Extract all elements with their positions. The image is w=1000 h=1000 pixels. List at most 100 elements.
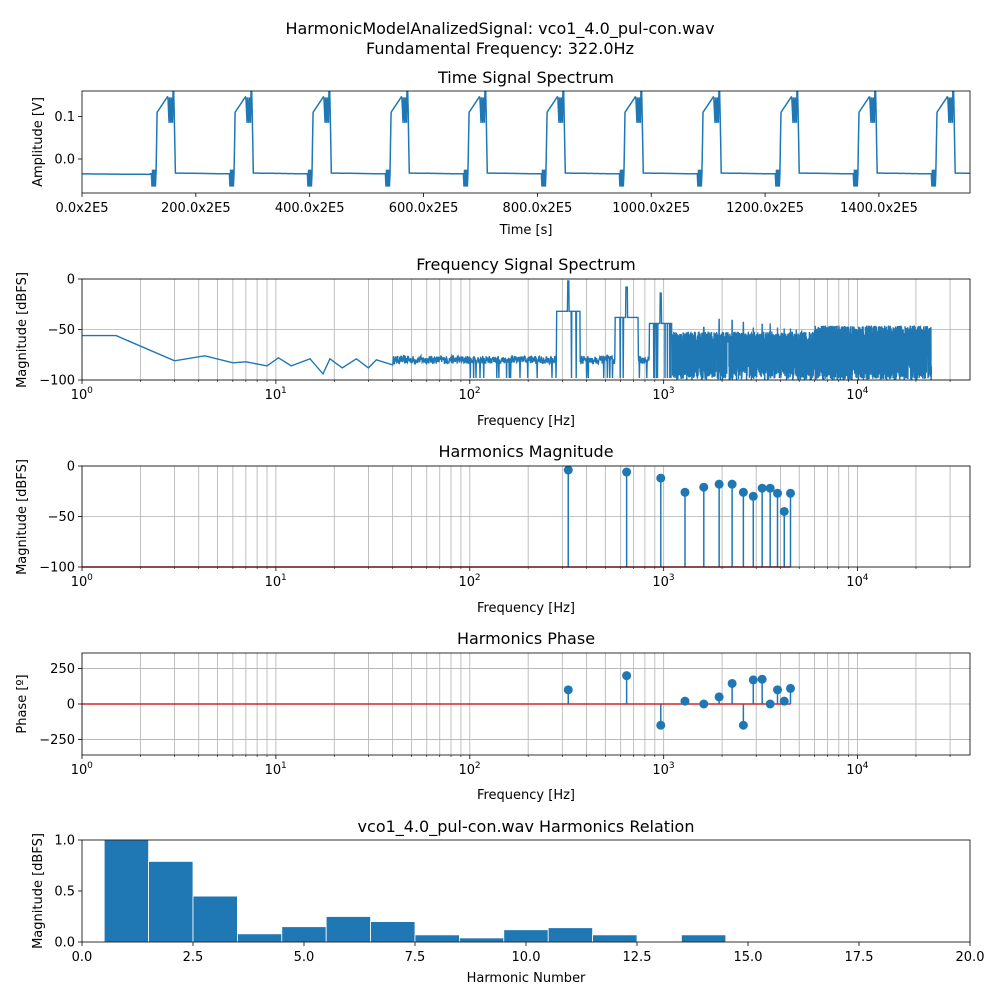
x-tick-label-exponent: 3 [669,761,675,771]
x-tick-label: 10 [265,763,282,778]
harmonics-magnitude-chart: Harmonics Magnitude Frequency [Hz] Magni… [15,442,614,616]
y-tick-label: 1.0 [54,834,75,849]
x-tick-label-exponent: 1 [281,386,287,396]
harmonic-bar [148,861,194,943]
harmonic-bar [414,934,460,943]
x-tick-label: 0.0x2E5 [55,201,108,216]
axes-frame [81,652,971,756]
x-tick-label: 15.0 [734,950,763,965]
x-tick-label: 200.0x2E5 [161,201,231,216]
x-tick-label-exponent: 1 [281,573,287,583]
harmonic-bar [370,921,416,943]
harmonic-bar [325,916,372,943]
harmonic-bar [103,839,149,943]
harm_mag-marker [699,482,709,492]
harm_mag-marker [656,473,666,483]
x-tick-label: 17.5 [845,950,874,965]
harm_phase-marker [563,685,573,695]
harmonic-bar [681,934,727,943]
y-tick-label: −50 [48,510,75,525]
x-tick-label: 10 [71,388,88,403]
y-tick-label: 0.1 [54,110,75,125]
harm_mag-marker [785,488,795,498]
x-tick-label-exponent: 1 [281,761,287,771]
harm_phase-marker [773,685,783,695]
axes-frame [81,465,971,568]
x-tick-label: 10 [459,763,476,778]
x-tick-label-exponent: 4 [863,761,869,771]
x-tick-label-exponent: 0 [87,573,93,583]
x-tick-label-exponent: 2 [475,386,481,396]
harm_mag-marker [779,506,789,516]
harm-mag-chart-title: Harmonics Magnitude [438,442,613,461]
x-tick-label: 10 [846,575,863,590]
figure-title-line1: HarmonicModelAnalizedSignal: vco1_4.0_pu… [285,19,714,39]
chart-relation-marks: 0.0 2.5 5.0 7.5 10.0 12.5 15.0 17.5 20.0 0.0 0.5 1.… [54,834,984,966]
freq-chart-title: Frequency Signal Spectrum [416,255,636,274]
time-signal-chart: Time Signal Spectrum Time [s] Amplitude … [31,68,614,238]
harm_mag-marker [773,488,783,498]
chart-time-marks: 0.0x2E5 200.0x2E5 400.0x2E5 600.0x2E5 800.0x… [54,90,971,216]
x-tick-label-exponent: 4 [863,386,869,396]
x-tick-label: 10 [71,575,88,590]
harm_mag-marker [727,479,737,489]
harm_phase-marker [699,699,709,709]
x-tick-label: 10 [652,388,669,403]
harm-mag-chart-xlabel: Frequency [Hz] [477,601,575,616]
x-tick-label: 10 [265,575,282,590]
harm_phase-marker [765,699,775,709]
harm_mag-marker [680,487,690,497]
x-tick-label-exponent: 3 [669,386,675,396]
x-tick-label: 400.0x2E5 [275,201,345,216]
x-tick-label-exponent: 0 [87,761,93,771]
harmonic-bar [503,929,549,943]
time-chart-title: Time Signal Spectrum [437,68,614,87]
x-tick-label: 10 [846,763,863,778]
x-tick-label: 7.5 [405,950,426,965]
harm_phase-marker [622,671,632,681]
harm-phase-chart-title: Harmonics Phase [457,629,595,648]
x-tick-label: 12.5 [623,950,652,965]
harm_phase-marker [656,720,666,730]
relation-chart-xlabel: Harmonic Number [467,971,586,986]
x-tick-label: 10.0 [512,950,541,965]
y-tick-label: 0.0 [54,936,75,951]
x-tick-label: 10 [846,388,863,403]
x-tick-label: 5.0 [294,950,315,965]
harmonic-bar [192,895,238,943]
harmonic-bar [281,926,327,943]
x-tick-label: 10 [71,763,88,778]
x-tick-label-exponent: 3 [669,573,675,583]
x-tick-label: 10 [459,388,476,403]
time-signal-line [82,91,970,187]
x-tick-label: 1000.0x2E5 [612,201,690,216]
x-tick-label: 1200.0x2E5 [726,201,804,216]
harm_phase-marker [748,675,758,685]
chart-harm_mag-marks: 10 0 10 1 10 2 10 3 10 4−100−500 [39,460,971,590]
harmonic-bar [236,933,283,943]
harm_mag-marker [765,483,775,493]
time-chart-ylabel: Amplitude [V] [31,97,46,187]
y-tick-label: 0.5 [54,885,75,900]
y-tick-label: −100 [39,561,75,576]
harm-phase-chart-xlabel: Frequency [Hz] [477,788,575,803]
freq-chart-ylabel: Magnitude [dBFS] [15,272,30,388]
x-tick-label: 10 [652,575,669,590]
frequency-spectrum-chart: Frequency Signal Spectrum Frequency [Hz]… [15,255,636,429]
x-tick-label-exponent: 2 [475,573,481,583]
x-tick-label: 20.0 [956,950,985,965]
harm_phase-marker [785,683,795,693]
figure-title-line2: Fundamental Frequency: 322.0Hz [366,39,634,58]
harm_mag-marker [757,483,767,493]
y-tick-label: 0.0 [54,153,75,168]
x-tick-label: 2.5 [183,950,204,965]
harm_mag-marker [748,491,758,501]
harm_mag-marker [714,479,724,489]
y-tick-label: 0 [67,273,75,288]
axes-frame [81,278,971,381]
harm_mag-marker [622,467,632,477]
relation-chart-title: vco1_4.0_pul-con.wav Harmonics Relation [358,817,695,837]
x-tick-label-exponent: 2 [475,761,481,771]
y-tick-label: −50 [48,323,75,338]
